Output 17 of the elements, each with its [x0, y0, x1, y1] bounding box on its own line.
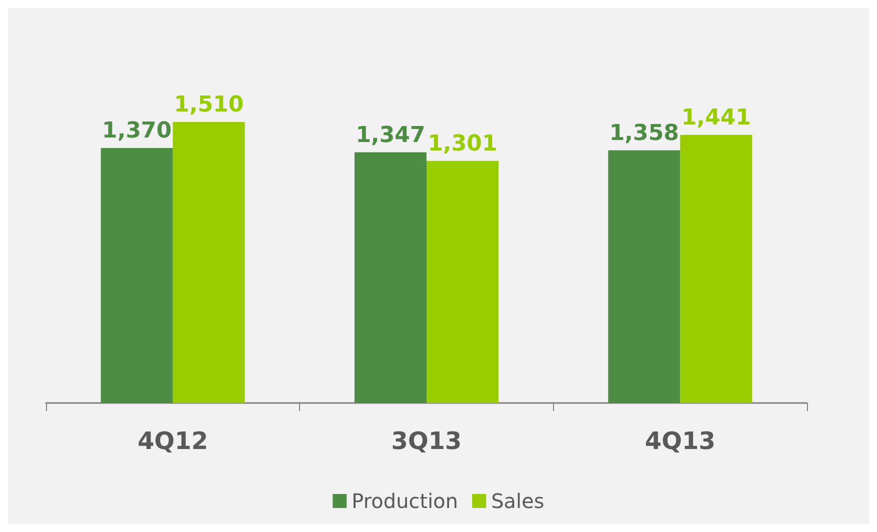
data-label: 1,441	[681, 105, 751, 130]
data-label: 1,370	[102, 118, 172, 144]
bar	[100, 148, 173, 403]
bar	[426, 160, 498, 403]
legend-label: Sales	[491, 489, 544, 513]
x-tick-label: 4Q13	[644, 427, 716, 455]
data-label: 1,301	[428, 131, 498, 156]
data-label: 1,510	[174, 92, 244, 118]
bar	[608, 150, 680, 403]
x-tick-label: 4Q12	[138, 427, 208, 455]
bar	[172, 122, 245, 403]
data-label: 1,347	[356, 122, 426, 148]
data-label: 1,358	[609, 120, 679, 146]
legend-label: Production	[352, 489, 458, 513]
x-tick-label: 3Q13	[391, 427, 462, 455]
bar	[354, 152, 426, 403]
bar	[680, 134, 752, 403]
